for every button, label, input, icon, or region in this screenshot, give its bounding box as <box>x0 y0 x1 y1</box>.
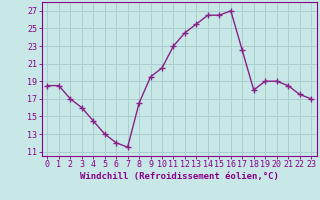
X-axis label: Windchill (Refroidissement éolien,°C): Windchill (Refroidissement éolien,°C) <box>80 172 279 181</box>
